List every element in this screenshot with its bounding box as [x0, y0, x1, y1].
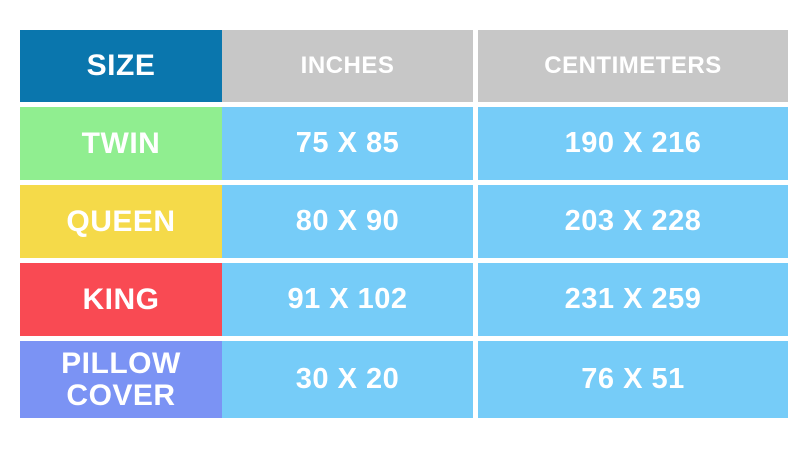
header-cell-inches: INCHES: [222, 30, 473, 102]
row-label-twin: TWIN: [20, 107, 222, 180]
header-cell-size: SIZE: [20, 30, 222, 102]
king-inches-value: 91 X 102: [222, 263, 473, 336]
queen-inches-value: 80 X 90: [222, 185, 473, 258]
table-row-queen: QUEEN 80 X 90 203 X 228: [20, 185, 788, 258]
table-row-king: KING 91 X 102 231 X 259: [20, 263, 788, 336]
twin-inches-value: 75 X 85: [222, 107, 473, 180]
king-centimeters-value: 231 X 259: [478, 263, 788, 336]
pillow-cover-centimeters-value: 76 X 51: [478, 341, 788, 418]
row-label-pillow-cover: PILLOW COVER: [20, 341, 222, 418]
twin-centimeters-value: 190 X 216: [478, 107, 788, 180]
header-cell-centimeters: CENTIMETERS: [478, 30, 788, 102]
table-row-pillow-cover: PILLOW COVER 30 X 20 76 X 51: [20, 341, 788, 418]
row-label-queen: QUEEN: [20, 185, 222, 258]
table-row-twin: TWIN 75 X 85 190 X 216: [20, 107, 788, 180]
bed-size-table: SIZE INCHES CENTIMETERS TWIN 75 X 85 190…: [20, 30, 788, 418]
row-label-king: KING: [20, 263, 222, 336]
table-header-row: SIZE INCHES CENTIMETERS: [20, 30, 788, 102]
pillow-cover-inches-value: 30 X 20: [222, 341, 473, 418]
queen-centimeters-value: 203 X 228: [478, 185, 788, 258]
